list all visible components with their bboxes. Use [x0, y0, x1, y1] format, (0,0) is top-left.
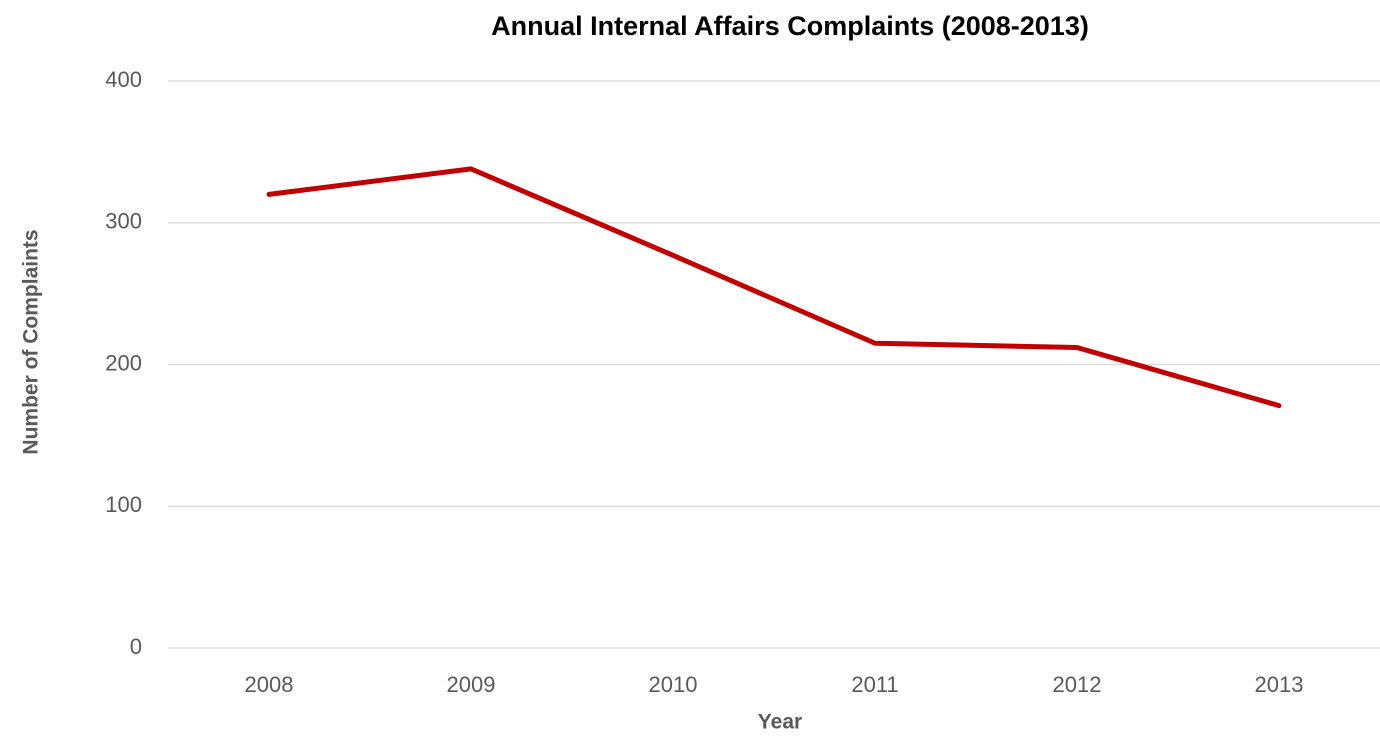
y-tick-label: 0	[130, 634, 142, 659]
x-axis-title: Year	[758, 711, 802, 734]
y-tick-label: 100	[105, 492, 142, 517]
x-tick-label: 2009	[447, 672, 496, 697]
y-tick-label: 300	[105, 209, 142, 234]
x-tick-label: 2008	[245, 672, 294, 697]
y-tick-label: 200	[105, 350, 142, 375]
data-line	[266, 166, 1282, 409]
x-tick-label: 2011	[851, 672, 898, 697]
x-tick-label: 2013	[1255, 672, 1304, 697]
x-tick-label: 2012	[1053, 672, 1102, 697]
y-tick-label: 400	[105, 67, 142, 92]
y-axis-title: Number of Complaints	[20, 229, 43, 454]
x-tick-label: 2010	[649, 672, 698, 697]
chart-title: Annual Internal Affairs Complaints (2008…	[491, 11, 1089, 41]
